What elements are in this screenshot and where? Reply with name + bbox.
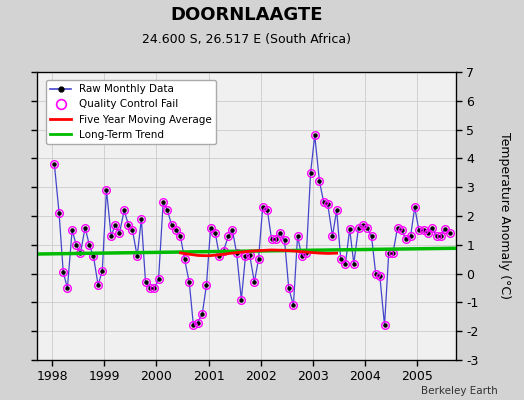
Text: DOORNLAAGTE: DOORNLAAGTE — [170, 6, 323, 24]
Text: Berkeley Earth: Berkeley Earth — [421, 386, 498, 396]
Text: 24.600 S, 26.517 E (South Africa): 24.600 S, 26.517 E (South Africa) — [142, 33, 351, 46]
Y-axis label: Temperature Anomaly (°C): Temperature Anomaly (°C) — [498, 132, 511, 300]
Legend: Raw Monthly Data, Quality Control Fail, Five Year Moving Average, Long-Term Tren: Raw Monthly Data, Quality Control Fail, … — [46, 80, 216, 144]
